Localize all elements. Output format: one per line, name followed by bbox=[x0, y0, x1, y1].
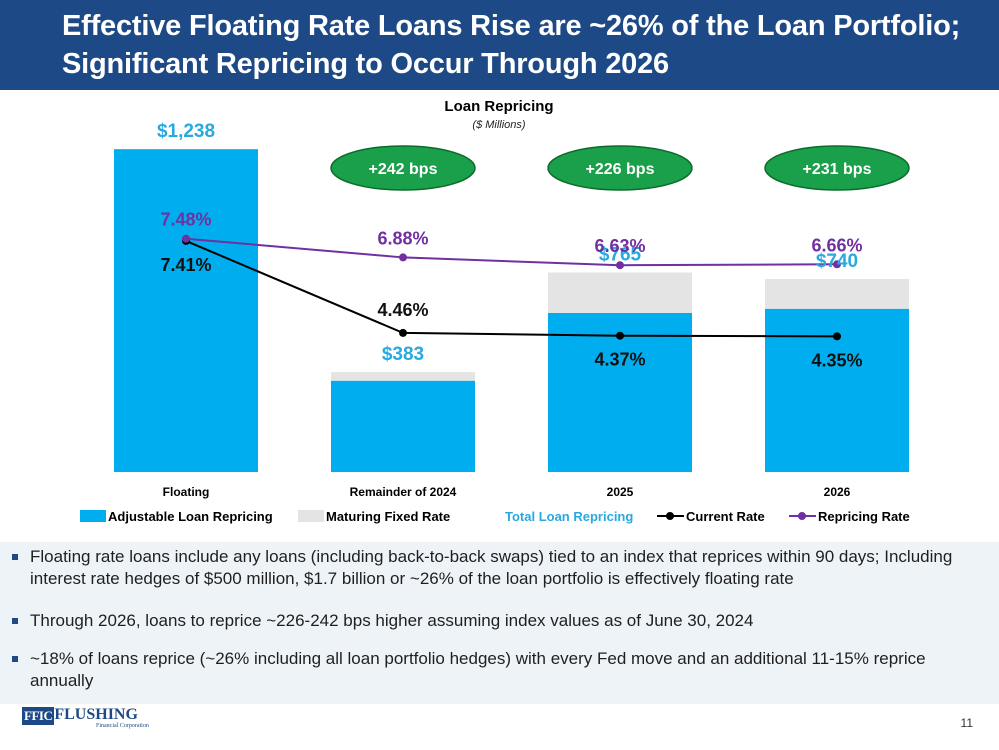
current-rate-point bbox=[399, 328, 407, 337]
bar-adjustable-loan-repricing bbox=[114, 149, 258, 472]
repricing-rate-label: 6.66% bbox=[811, 235, 862, 255]
x-tick-label: 2025 bbox=[607, 485, 634, 499]
bar-maturing-fixed-rate bbox=[331, 372, 475, 381]
bullet-text: ~18% of loans reprice (~26% including al… bbox=[30, 649, 926, 690]
total-loan-label: $740 bbox=[816, 251, 858, 272]
bps-increase-label: +226 bps bbox=[586, 161, 655, 178]
repricing-rate-label: 7.48% bbox=[160, 210, 211, 230]
logo-mark: FFIC bbox=[22, 707, 55, 725]
total-loan-label: $1,238 bbox=[157, 121, 215, 142]
legend-label-maturing: Maturing Fixed Rate bbox=[326, 509, 450, 524]
x-tick-label: Floating bbox=[163, 485, 210, 499]
bullet-panel: Floating rate loans include any loans (i… bbox=[0, 542, 999, 704]
bps-increase-label: +231 bps bbox=[803, 161, 872, 178]
page-number: 11 bbox=[960, 716, 973, 730]
current-rate-label: 4.37% bbox=[594, 350, 645, 370]
total-loan-label: $765 bbox=[599, 245, 642, 266]
bps-increase-badge bbox=[330, 145, 476, 191]
bar-maturing-fixed-rate bbox=[548, 272, 692, 313]
bullet-item: Floating rate loans include any loans (i… bbox=[12, 546, 987, 590]
bullet-item: ~18% of loans reprice (~26% including al… bbox=[12, 648, 987, 692]
slide-title-line-1: Effective Floating Rate Loans Rise are ~… bbox=[62, 10, 961, 42]
chart-subtitle: ($ Millions) bbox=[472, 119, 526, 131]
bullet-marker bbox=[12, 656, 18, 662]
repricing-rate-label: 6.63% bbox=[594, 236, 645, 256]
bullet-marker bbox=[12, 618, 18, 624]
loan-repricing-chart: Loan Repricing ($ Millions) Floating Rema… bbox=[80, 98, 910, 524]
slide-header: Effective Floating Rate Loans Rise are ~… bbox=[0, 0, 999, 90]
current-rate-point bbox=[616, 331, 624, 340]
bps-increase-label: +242 bps bbox=[369, 161, 438, 178]
legend-label-total: Total Loan Repricing bbox=[505, 509, 633, 524]
logo-subtitle: Financial Corporation bbox=[96, 723, 149, 729]
bps-increase-badge bbox=[764, 145, 910, 191]
legend-swatch-maturing bbox=[298, 510, 324, 522]
legend-label-repricing-rate: Repricing Rate bbox=[818, 509, 910, 524]
legend-label-adjustable: Adjustable Loan Repricing bbox=[108, 509, 273, 524]
chart-title: Loan Repricing bbox=[444, 98, 553, 115]
legend-marker-repricing-rate bbox=[798, 512, 806, 520]
repricing-rate-point bbox=[182, 234, 190, 243]
x-tick-label: 2026 bbox=[824, 485, 851, 499]
repricing-rate-point bbox=[399, 253, 407, 262]
repricing-rate-point bbox=[833, 260, 841, 269]
current-rate-label: 4.35% bbox=[811, 350, 862, 370]
current-rate-line bbox=[185, 239, 838, 338]
repricing-rate-label: 6.88% bbox=[377, 228, 428, 248]
legend-swatch-adjustable bbox=[80, 510, 106, 522]
bullet-text: Through 2026, loans to reprice ~226-242 … bbox=[30, 611, 754, 630]
bullet-text: Floating rate loans include any loans (i… bbox=[30, 547, 953, 588]
current-rate-label: 7.41% bbox=[160, 255, 211, 275]
legend-marker-current-rate bbox=[666, 512, 674, 520]
company-logo: FFIC FLUSHING Financial Corporation bbox=[22, 706, 149, 733]
slide-title-line-2: Significant Repricing to Occur Through 2… bbox=[62, 48, 669, 80]
repricing-rate-point bbox=[616, 261, 624, 270]
repricing-rate-line bbox=[185, 237, 838, 267]
bar-adjustable-loan-repricing bbox=[331, 380, 475, 472]
current-rate-point bbox=[833, 332, 841, 341]
bar-maturing-fixed-rate bbox=[765, 279, 909, 309]
bullet-item: Through 2026, loans to reprice ~226-242 … bbox=[12, 610, 987, 632]
logo-name: FLUSHING bbox=[54, 706, 138, 723]
bps-increase-badge bbox=[547, 145, 693, 191]
bullet-marker bbox=[12, 554, 18, 560]
legend-label-current-rate: Current Rate bbox=[686, 509, 765, 524]
total-loan-label: $383 bbox=[382, 344, 424, 365]
x-tick-label: Remainder of 2024 bbox=[350, 485, 457, 499]
current-rate-label: 4.46% bbox=[377, 300, 428, 320]
